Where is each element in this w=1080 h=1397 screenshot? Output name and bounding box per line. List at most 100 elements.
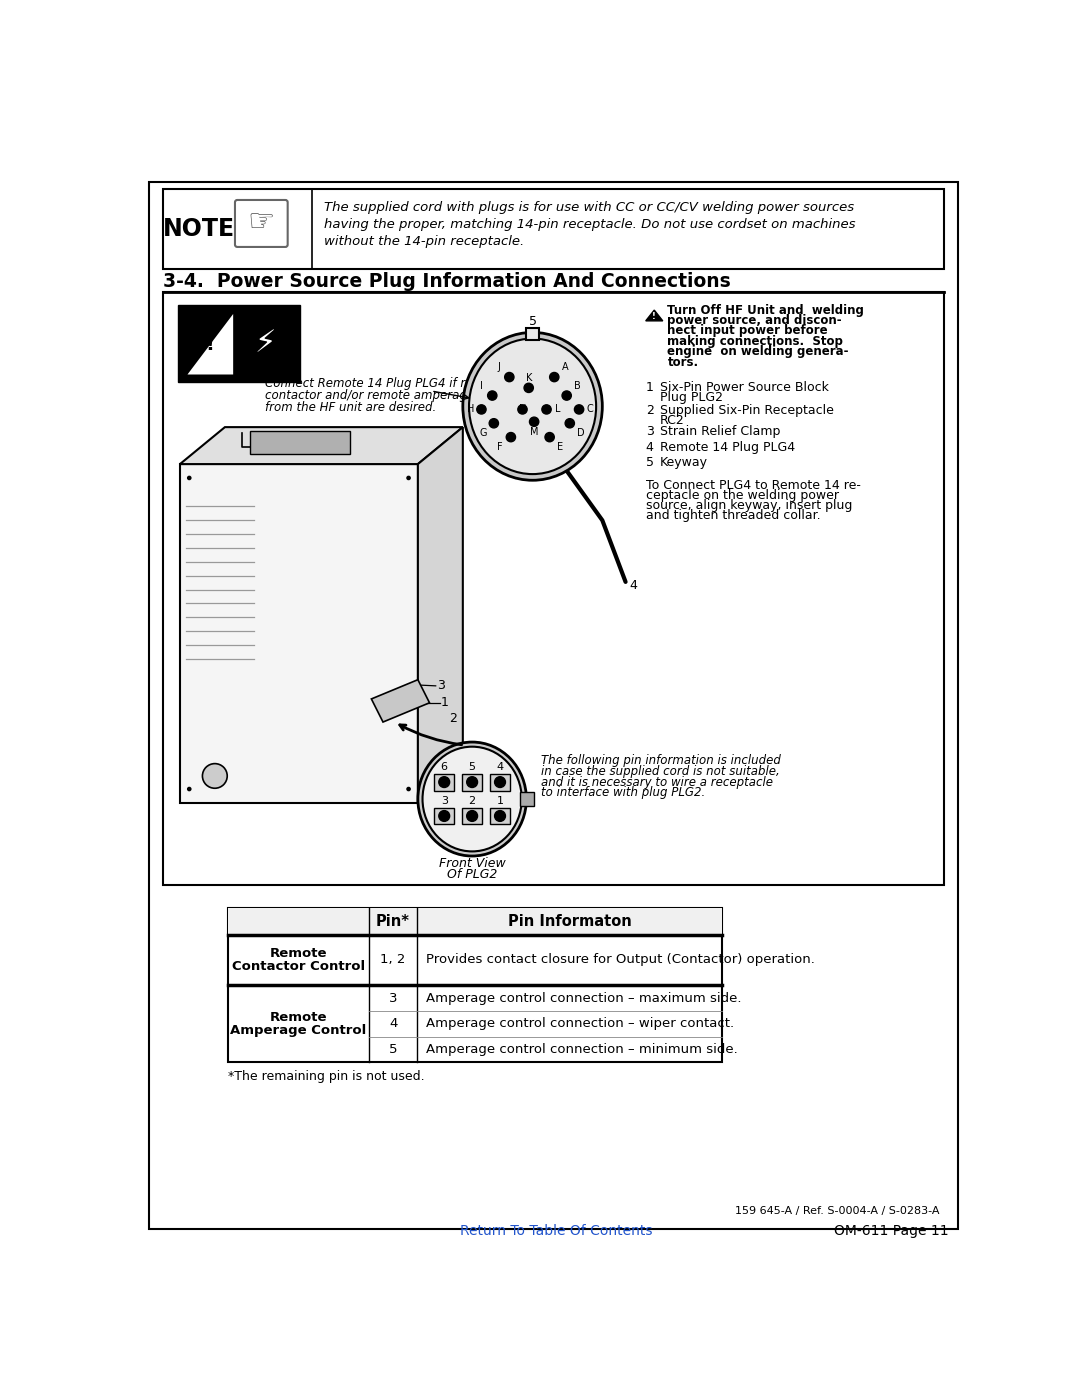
Text: Remote: Remote (270, 947, 327, 960)
Text: nect input power before: nect input power before (667, 324, 828, 338)
Text: The supplied cord with plugs is for use with CC or CC/CV welding power sources: The supplied cord with plugs is for use … (324, 201, 854, 214)
Text: RC2: RC2 (660, 415, 685, 427)
Text: and tighten threaded collar.: and tighten threaded collar. (646, 509, 821, 522)
Polygon shape (180, 427, 463, 464)
Text: in case the supplied cord is not suitable,: in case the supplied cord is not suitabl… (541, 764, 780, 778)
Circle shape (517, 405, 527, 414)
Circle shape (524, 383, 534, 393)
Text: 3-4.  Power Source Plug Information And Connections: 3-4. Power Source Plug Information And C… (163, 272, 731, 291)
Text: 5: 5 (528, 316, 537, 328)
Text: ceptacle on the welding power: ceptacle on the welding power (646, 489, 839, 502)
Text: Plug PLG2: Plug PLG2 (660, 391, 723, 404)
Bar (163, 292, 944, 886)
Text: Connect Remote 14 Plug PLG4 if remote: Connect Remote 14 Plug PLG4 if remote (266, 377, 503, 390)
Bar (228, 908, 723, 1062)
Circle shape (529, 418, 539, 426)
Circle shape (187, 787, 191, 791)
Text: Supplied Six-Pin Receptacle: Supplied Six-Pin Receptacle (660, 404, 834, 416)
Text: Front View: Front View (438, 858, 505, 870)
Bar (434, 774, 455, 791)
Text: N: N (518, 404, 526, 415)
Text: 1: 1 (646, 380, 653, 394)
Text: !: ! (205, 335, 215, 355)
Polygon shape (418, 427, 463, 803)
Text: Contactor Control: Contactor Control (232, 960, 365, 972)
Circle shape (406, 475, 410, 481)
Text: source, align keyway, insert plug: source, align keyway, insert plug (646, 499, 852, 513)
Text: OM-611 Page 11: OM-611 Page 11 (834, 1224, 948, 1238)
Text: J: J (497, 362, 500, 372)
Text: C: C (586, 404, 593, 415)
Bar (526, 328, 539, 339)
Ellipse shape (422, 746, 522, 851)
Circle shape (488, 391, 497, 400)
Text: 4: 4 (630, 580, 637, 592)
Text: 5: 5 (389, 1044, 397, 1056)
Polygon shape (180, 464, 418, 803)
Text: To Connect PLG4 to Remote 14 re-: To Connect PLG4 to Remote 14 re- (646, 479, 861, 492)
Text: 1, 2: 1, 2 (380, 954, 406, 967)
Text: Provides contact closure for Output (Contactor) operation.: Provides contact closure for Output (Con… (427, 954, 815, 967)
Text: Amperage control connection – maximum side.: Amperage control connection – maximum si… (427, 992, 742, 1004)
Text: H: H (467, 404, 474, 415)
Text: 5: 5 (469, 761, 475, 771)
Text: L: L (555, 404, 561, 415)
Text: *The remaining pin is not used.: *The remaining pin is not used. (228, 1070, 424, 1083)
Text: 2: 2 (469, 795, 475, 806)
Bar (490, 774, 510, 791)
Text: Remote 14 Plug PLG4: Remote 14 Plug PLG4 (660, 440, 795, 454)
Bar (177, 305, 300, 381)
Text: contactor and/or remote amperage control: contactor and/or remote amperage control (266, 388, 519, 402)
Text: B: B (575, 380, 581, 391)
Text: 4: 4 (646, 440, 653, 454)
Text: tors.: tors. (667, 356, 699, 369)
Circle shape (476, 405, 486, 414)
Bar (163, 189, 944, 270)
Ellipse shape (418, 742, 526, 856)
Circle shape (187, 475, 191, 481)
Text: Pin*: Pin* (376, 914, 410, 929)
Text: Return To Table Of Contents: Return To Table Of Contents (460, 1224, 652, 1238)
Text: The following pin information is included: The following pin information is include… (541, 754, 781, 767)
Circle shape (202, 764, 227, 788)
Text: power source, and discon-: power source, and discon- (667, 314, 842, 327)
Text: Of PLG2: Of PLG2 (447, 868, 497, 882)
Text: 1: 1 (441, 696, 449, 710)
Text: 1: 1 (497, 795, 503, 806)
Text: to interface with plug PLG2.: to interface with plug PLG2. (541, 787, 705, 799)
Circle shape (495, 777, 505, 788)
Circle shape (565, 419, 575, 427)
Text: K: K (526, 373, 531, 383)
Text: Amperage control connection – wiper contact.: Amperage control connection – wiper cont… (427, 1017, 734, 1031)
Text: 2: 2 (449, 711, 457, 725)
Circle shape (507, 433, 515, 441)
Text: 2: 2 (646, 404, 653, 416)
Text: Remote: Remote (270, 1011, 327, 1024)
Text: 6: 6 (441, 761, 448, 771)
Text: NOTE: NOTE (162, 218, 234, 242)
Circle shape (562, 391, 571, 400)
Bar (490, 807, 510, 824)
Text: ⚡: ⚡ (255, 328, 275, 358)
Text: from the HF unit are desired.: from the HF unit are desired. (266, 401, 436, 415)
Circle shape (467, 810, 477, 821)
Text: 3: 3 (441, 795, 448, 806)
Text: Strain Relief Clamp: Strain Relief Clamp (660, 425, 780, 439)
Circle shape (406, 787, 410, 791)
Text: 5: 5 (646, 455, 653, 469)
Bar (462, 807, 482, 824)
Text: engine  on welding genera-: engine on welding genera- (667, 345, 849, 358)
Text: E: E (557, 441, 564, 453)
Text: F: F (497, 441, 503, 453)
Ellipse shape (469, 338, 596, 474)
Text: I: I (480, 380, 483, 391)
Bar (462, 774, 482, 791)
Text: and it is necessary to wire a receptacle: and it is necessary to wire a receptacle (541, 775, 773, 788)
Text: ☞: ☞ (247, 208, 275, 237)
Text: Keyway: Keyway (660, 455, 707, 469)
Text: without the 14-pin receptacle.: without the 14-pin receptacle. (324, 235, 525, 249)
Bar (521, 792, 535, 806)
Text: D: D (577, 429, 584, 439)
Text: Turn Off HF Unit and  welding: Turn Off HF Unit and welding (667, 303, 864, 317)
Ellipse shape (463, 332, 603, 481)
